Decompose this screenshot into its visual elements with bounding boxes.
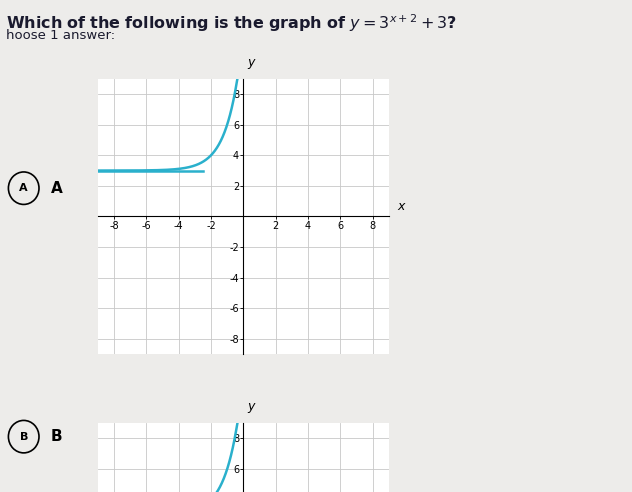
Text: B: B [51, 429, 63, 444]
Text: B: B [20, 431, 28, 442]
Text: $y$: $y$ [246, 57, 257, 71]
Text: $y$: $y$ [246, 401, 257, 415]
Text: $\bf{Which\ of\ the\ following\ is\ the\ graph\ of\ }$$y = 3^{x+2} + 3$$\bf{?}$: $\bf{Which\ of\ the\ following\ is\ the\… [6, 12, 458, 34]
Text: hoose 1 answer:: hoose 1 answer: [6, 29, 116, 42]
Text: A: A [51, 181, 63, 196]
Text: $x$: $x$ [397, 200, 406, 214]
Text: A: A [20, 183, 28, 193]
